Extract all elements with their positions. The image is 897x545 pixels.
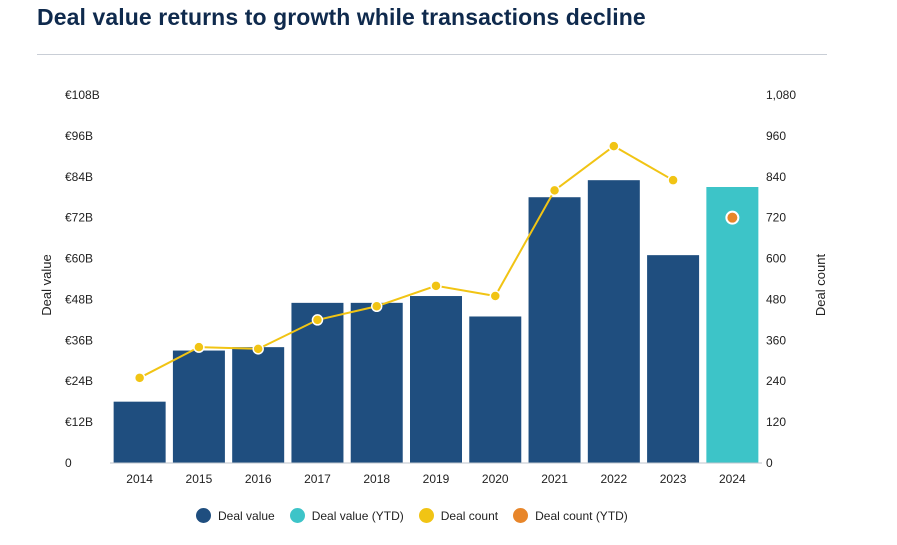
legend-label: Deal count (YTD) bbox=[535, 508, 628, 523]
x-tick-label: 2020 bbox=[482, 472, 509, 486]
y2-tick-label: 0 bbox=[766, 456, 773, 470]
y2-tick-label: 960 bbox=[766, 129, 786, 143]
legend-swatch bbox=[513, 508, 529, 523]
y-tick-label: €48B bbox=[65, 292, 93, 306]
line-layer bbox=[139, 144, 674, 379]
point-deal-count-2017 bbox=[311, 314, 324, 326]
axes-layer: 0 €12B €24B €36B €48B €60B €72B €84B €96B €108B 0 1… bbox=[65, 88, 796, 486]
point-deal-count-2016 bbox=[252, 343, 264, 355]
point-deal-count-2018 bbox=[370, 300, 383, 313]
legend-item: Deal count bbox=[418, 508, 499, 523]
bar-deal-value-2022 bbox=[587, 180, 640, 463]
point-deal-count-2015 bbox=[193, 341, 205, 353]
x-tick-label: 2019 bbox=[423, 472, 450, 486]
chart-legend: Deal value Deal value (YTD) Deal count Deal… bbox=[196, 508, 643, 523]
y-axis-title: Deal value bbox=[39, 254, 54, 315]
y2-tick-label: 360 bbox=[766, 333, 786, 347]
x-tick-label: 2016 bbox=[245, 472, 272, 486]
deal-count-line bbox=[139, 144, 674, 379]
x-tick-label: 2015 bbox=[186, 472, 213, 486]
bar-deal-value-2023 bbox=[647, 255, 700, 463]
bar-deal-value-2017 bbox=[291, 302, 344, 463]
y-tick-label: €72B bbox=[65, 211, 93, 225]
x-tick-label: 2017 bbox=[304, 472, 331, 486]
legend-item: Deal value bbox=[196, 508, 275, 523]
point-deal-count-2020 bbox=[489, 290, 502, 302]
x-tick-label: 2014 bbox=[126, 472, 153, 486]
y2-tick-label: 240 bbox=[766, 374, 786, 388]
legend-item: Deal count (YTD) bbox=[513, 508, 628, 523]
legend-label: Deal value bbox=[218, 508, 275, 523]
bar-deal-value-2014 bbox=[113, 401, 166, 463]
points-layer bbox=[133, 140, 740, 384]
point-deal-count-2022 bbox=[608, 140, 620, 152]
legend-swatch bbox=[289, 508, 305, 523]
y2-tick-label: 600 bbox=[766, 252, 786, 266]
y-tick-label: €36B bbox=[65, 333, 93, 347]
chart-title: Deal value returns to growth while trans… bbox=[37, 4, 646, 30]
x-tick-label: 2023 bbox=[660, 472, 687, 486]
y2-tick-label: 840 bbox=[766, 170, 786, 184]
point-deal-count-2019 bbox=[430, 280, 442, 292]
y2-tick-label: 120 bbox=[766, 415, 786, 429]
combo-chart: 0 €12B €24B €36B €48B €60B €72B €84B €96B €108B 0 1… bbox=[39, 88, 828, 486]
bar-deal-value-2018 bbox=[350, 302, 403, 463]
y2-tick-label: 1,080 bbox=[766, 88, 796, 102]
bar-deal-value-2016 bbox=[232, 347, 285, 463]
bars-layer bbox=[113, 180, 759, 463]
y-tick-label: €96B bbox=[65, 129, 93, 143]
title-divider bbox=[37, 54, 827, 55]
point-deal-count-2023 bbox=[667, 174, 679, 186]
x-tick-label: 2022 bbox=[600, 472, 627, 486]
y-tick-label: €84B bbox=[65, 170, 93, 184]
x-tick-label: 2024 bbox=[719, 472, 746, 486]
y-tick-label: €60B bbox=[65, 252, 93, 266]
bar-deal-value-2019 bbox=[410, 296, 462, 463]
x-tick-label: 2018 bbox=[363, 472, 390, 486]
bar-deal-value-2020 bbox=[469, 316, 522, 463]
bar-deal-value-2015 bbox=[172, 350, 225, 463]
legend-item: Deal value (YTD) bbox=[289, 508, 404, 523]
y2-tick-label: 480 bbox=[766, 292, 786, 306]
bar-deal-value-2021 bbox=[528, 197, 581, 463]
x-tick-label: 2021 bbox=[541, 472, 568, 486]
legend-swatch bbox=[196, 508, 211, 523]
bar-deal-value-ytd-2024 bbox=[706, 187, 759, 463]
point-deal-count-2021 bbox=[548, 184, 561, 197]
legend-label: Deal value (YTD) bbox=[311, 508, 404, 523]
y-tick-label: €108B bbox=[65, 88, 100, 102]
y2-tick-label: 720 bbox=[766, 211, 786, 225]
legend-swatch bbox=[418, 508, 434, 523]
y2-axis-title: Deal count bbox=[813, 254, 828, 317]
y-tick-label: €12B bbox=[65, 415, 93, 429]
y-tick-label: 0 bbox=[65, 456, 72, 470]
point-deal-count-ytd-2024 bbox=[725, 210, 740, 225]
y-tick-label: €24B bbox=[65, 374, 93, 388]
legend-label: Deal count bbox=[440, 508, 499, 523]
point-deal-count-2014 bbox=[133, 372, 146, 384]
